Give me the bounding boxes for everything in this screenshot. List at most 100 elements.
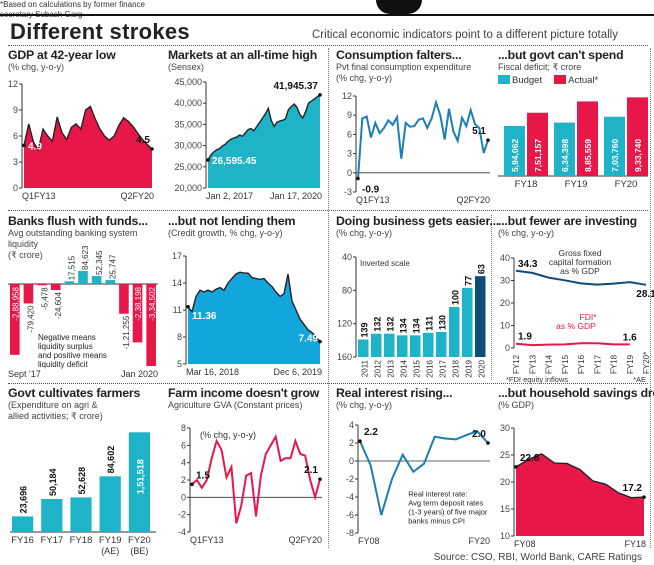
y-tick-label: 0 bbox=[181, 492, 186, 502]
data-point bbox=[486, 138, 490, 142]
bar-label: 5,94,062 bbox=[510, 139, 520, 172]
x-tick-label: Q1FY13 bbox=[22, 191, 56, 201]
y-tick-label: 0 bbox=[349, 456, 354, 466]
bar bbox=[99, 476, 121, 532]
bar bbox=[527, 112, 548, 176]
chart-fiscal: 5,94,062 7,51,157 FY18 6,34,398 8,85,559 FY19… bbox=[498, 97, 648, 190]
page-subtitle: Critical economic indicators point to a … bbox=[312, 29, 618, 41]
x-tick-label: FY18 bbox=[610, 354, 619, 374]
bar bbox=[12, 516, 34, 532]
bar-label: 6,34,398 bbox=[560, 139, 570, 172]
panel-credit: ...but not lending them (Credit growth, %… bbox=[168, 214, 326, 239]
bar bbox=[475, 276, 486, 357]
chart-subtitle: Pvt final consumption expenditure bbox=[336, 62, 472, 72]
data-label: 5.1 bbox=[472, 126, 486, 137]
divider bbox=[650, 48, 651, 548]
data-point bbox=[318, 477, 322, 481]
bar bbox=[105, 280, 116, 284]
x-tick-label: FY12 bbox=[512, 354, 521, 374]
footnote: *AE bbox=[633, 375, 646, 384]
bar bbox=[10, 284, 20, 355]
data-point bbox=[22, 143, 26, 148]
y-tick-label: 20 bbox=[500, 477, 510, 487]
note: banks minus CPI bbox=[408, 516, 465, 525]
chart-title: Banks flush with funds... bbox=[8, 214, 148, 228]
note: Avg term deposit rates bbox=[408, 498, 483, 507]
x-tick-label: 2019 bbox=[465, 359, 474, 377]
y-tick-label: 0 bbox=[13, 183, 18, 193]
data-point bbox=[186, 304, 190, 309]
y-tick-label: 4 bbox=[349, 420, 354, 430]
x-tick-label: FY16 bbox=[577, 354, 586, 374]
bar-label: 8,85,559 bbox=[583, 139, 593, 172]
bar-label: 23,696 bbox=[19, 486, 29, 514]
chart-subtitle: Agriculture GVA (Constant prices) bbox=[168, 400, 303, 410]
data-label: 2.0 bbox=[472, 429, 486, 440]
bar bbox=[91, 275, 102, 284]
y-tick-label: -3 bbox=[344, 187, 352, 197]
bar-label: 84,602 bbox=[106, 446, 116, 474]
data-label: 4.5 bbox=[136, 135, 150, 146]
bar bbox=[462, 287, 473, 357]
bar-label: 63 bbox=[477, 264, 487, 274]
y-tick-label: 20,000 bbox=[174, 183, 202, 193]
data-point bbox=[356, 176, 360, 181]
chart-business: 40 80 120 160 Inverted scale 139 2011 132 2012 13… bbox=[337, 252, 487, 378]
series-label: Gross fixed bbox=[559, 248, 602, 258]
panel-investment: ...but fewer are investing (% chg, y-o-y) bbox=[498, 214, 654, 239]
data-label: 1.5 bbox=[196, 470, 210, 481]
series-line bbox=[207, 94, 321, 161]
bar-label: -1,21,255 bbox=[122, 315, 131, 349]
chart-title: ...but fewer are investing bbox=[498, 214, 637, 228]
bar bbox=[504, 125, 525, 176]
bar bbox=[78, 271, 88, 284]
chart-title: Consumption falters... bbox=[336, 48, 462, 62]
inverted-scale-label: Inverted scale bbox=[360, 259, 410, 268]
footnote: *FDI equity inflows bbox=[506, 375, 568, 384]
y-tick-label: -4 bbox=[178, 527, 186, 537]
data-label: 22.8 bbox=[520, 453, 540, 464]
area-fill bbox=[24, 106, 152, 188]
y-tick-label: 40 bbox=[500, 253, 510, 263]
x-tick-label: 2015 bbox=[413, 359, 422, 377]
chart-title: ...but govt can't spend bbox=[498, 48, 624, 62]
y-tick-label: 25,000 bbox=[174, 162, 202, 172]
data-label: 4.9 bbox=[28, 142, 42, 153]
data-point bbox=[318, 93, 322, 97]
bar-label: 77 bbox=[464, 276, 474, 286]
x-tick-label: 2018 bbox=[452, 359, 461, 377]
x-tick-label: 2016 bbox=[426, 359, 435, 377]
chart-savings: 10 15 20 25 30 22.8 17.2 FY08 FY18 bbox=[500, 423, 646, 549]
chart-subtitle: (% chg, y-o-y) bbox=[336, 73, 393, 83]
bar-label: 25,747 bbox=[108, 254, 117, 279]
bar bbox=[70, 497, 92, 532]
y-tick-label: 15 bbox=[500, 504, 510, 514]
data-point bbox=[358, 439, 362, 443]
data-label: 17.2 bbox=[623, 483, 643, 494]
chart-subtitle: (% chg, y-o-y) bbox=[498, 228, 555, 238]
y-tick-label: 40 bbox=[342, 252, 352, 262]
series-label: FDI* bbox=[580, 312, 598, 322]
x-tick-sublabel: (AE) bbox=[101, 546, 119, 556]
y-tick-label: 0 bbox=[347, 168, 352, 178]
series-line bbox=[515, 342, 630, 347]
note: and positive means bbox=[38, 351, 107, 360]
data-label: 11.36 bbox=[192, 311, 217, 322]
note: liquidity surplus bbox=[38, 342, 93, 351]
bar bbox=[128, 432, 150, 532]
bar-label: 132 bbox=[386, 317, 396, 332]
chart-subtitle: liquidity bbox=[8, 239, 39, 249]
footnote: *Based on calculations by former finance… bbox=[0, 0, 145, 19]
chart-title: ...but not lending them bbox=[168, 214, 296, 228]
x-tick-label: Q2FY20 bbox=[288, 535, 322, 545]
series-line bbox=[515, 269, 647, 286]
series-line bbox=[515, 453, 645, 499]
data-point bbox=[190, 482, 194, 487]
x-tick-label: Sept '17 bbox=[8, 369, 41, 379]
x-tick-label: Mar 16, 2018 bbox=[186, 367, 239, 377]
chart-farmers: 23,696 FY16 50,184 FY17 52,628 FY18 84,602 FY19… bbox=[10, 432, 156, 556]
y-tick-label: -8 bbox=[346, 528, 354, 538]
area-fill bbox=[516, 453, 644, 536]
chart-subtitle: (Credit growth, % chg, y-o-y) bbox=[168, 228, 283, 238]
bar-label: -2,38,198 bbox=[134, 286, 143, 320]
